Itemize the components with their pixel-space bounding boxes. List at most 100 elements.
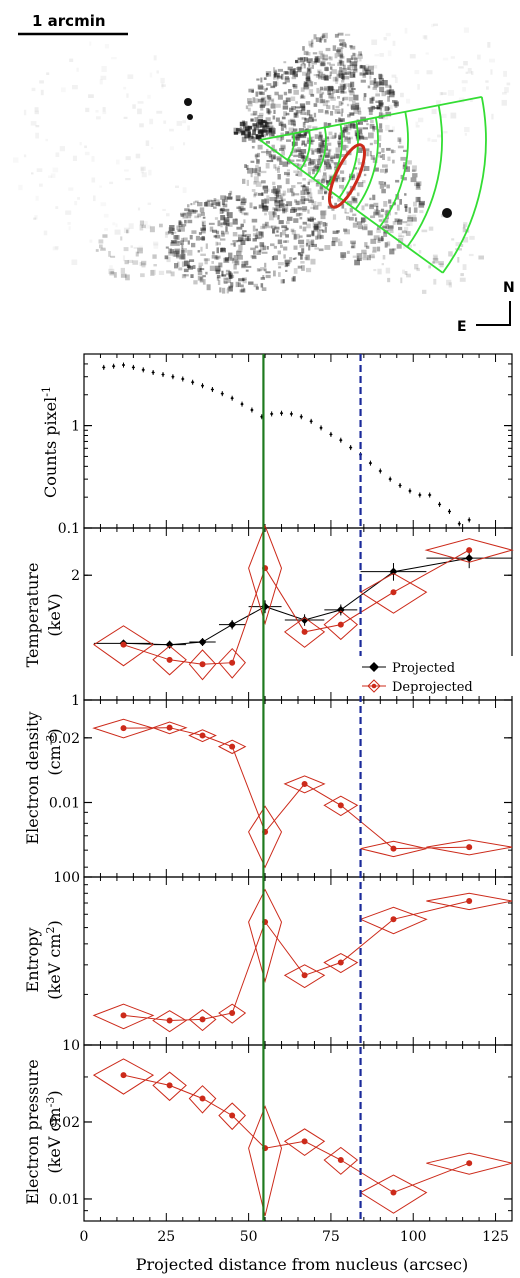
- emission-pixel: [341, 160, 347, 165]
- emission-pixel: [290, 119, 296, 126]
- emission-pixel: [359, 58, 362, 62]
- emission-pixel: [293, 154, 299, 158]
- emission-pixel: [378, 154, 383, 158]
- emission-pixel: [265, 117, 271, 121]
- emission-pixel: [349, 60, 352, 66]
- emission-pixel: [404, 193, 407, 196]
- emission-pixel: [381, 148, 385, 153]
- emission-pixel: [341, 177, 345, 182]
- error-diamond: [93, 625, 154, 667]
- emission-pixel: [137, 247, 143, 254]
- emission-pixel: [223, 257, 230, 263]
- emission-pixel: [292, 257, 296, 260]
- error-diamond: [283, 964, 326, 989]
- emission-pixel: [310, 258, 316, 265]
- emission-pixel: [67, 222, 71, 225]
- emission-pixel: [365, 64, 370, 68]
- emission-pixel: [255, 228, 258, 231]
- emission-pixel: [40, 89, 44, 96]
- emission-pixel: [265, 87, 268, 91]
- emission-pixel: [299, 216, 303, 220]
- emission-pixel: [223, 208, 230, 212]
- emission-pixel: [311, 160, 315, 166]
- error-diamond: [217, 739, 247, 755]
- emission-pixel: [360, 64, 363, 69]
- emission-pixel: [389, 86, 392, 89]
- emission-pixel: [255, 91, 259, 97]
- data-point: [329, 433, 333, 436]
- emission-pixel: [297, 133, 304, 136]
- emission-pixel: [173, 251, 180, 257]
- emission-pixel: [448, 282, 452, 288]
- emission-pixel: [320, 138, 327, 142]
- emission-pixel: [272, 181, 276, 186]
- emission-pixel: [385, 84, 391, 88]
- sector-edge: [259, 96, 482, 141]
- data-point: [466, 1160, 473, 1167]
- emission-pixel: [181, 248, 187, 253]
- emission-pixel: [329, 71, 332, 77]
- emission-pixel: [324, 191, 327, 195]
- emission-pixel: [346, 145, 349, 149]
- data-point: [199, 732, 206, 739]
- emission-pixel: [294, 257, 297, 260]
- emission-pixel: [378, 112, 383, 118]
- emission-pixel: [338, 39, 345, 42]
- data-point: [199, 661, 206, 668]
- emission-pixel: [88, 94, 94, 98]
- emission-pixel: [178, 255, 184, 259]
- emission-pixel: [308, 241, 314, 248]
- emission-pixel: [347, 65, 352, 71]
- emission-pixel: [310, 93, 315, 97]
- emission-pixel: [323, 39, 327, 43]
- emission-pixel: [292, 71, 298, 77]
- emission-pixel: [362, 74, 367, 78]
- emission-pixel: [110, 255, 116, 258]
- data-point: [229, 659, 236, 666]
- error-diamond: [152, 1010, 188, 1033]
- emission-pixel: [216, 275, 221, 279]
- emission-pixel: [396, 204, 400, 211]
- emission-pixel: [363, 166, 370, 171]
- emission-pixel: [255, 286, 259, 290]
- emission-pixel: [285, 262, 290, 267]
- emission-pixel: [489, 58, 495, 63]
- emission-pixel: [257, 119, 263, 126]
- emission-pixel: [296, 200, 300, 206]
- emission-pixel: [243, 212, 248, 215]
- emission-pixel: [410, 177, 417, 183]
- emission-pixel: [181, 253, 186, 260]
- emission-pixel: [89, 42, 91, 46]
- sector-arc: [354, 117, 379, 210]
- emission-pixel: [257, 144, 263, 150]
- emission-pixel: [169, 249, 175, 254]
- emission-pixel: [304, 118, 309, 123]
- emission-pixel: [247, 98, 252, 104]
- emission-pixel: [324, 110, 329, 113]
- emission-pixel: [386, 184, 390, 189]
- emission-pixel: [237, 255, 243, 260]
- emission-pixel: [397, 137, 402, 142]
- emission-pixel: [59, 146, 65, 152]
- emission-pixel: [293, 121, 296, 126]
- emission-pixel: [34, 215, 38, 220]
- emission-pixel: [84, 145, 87, 149]
- emission-pixel: [264, 100, 270, 106]
- emission-pixel: [501, 99, 507, 106]
- emission-pixel: [358, 51, 362, 56]
- emission-pixel: [321, 91, 325, 95]
- emission-pixel: [411, 217, 417, 222]
- emission-pixel: [282, 105, 289, 110]
- emission-pixel: [126, 93, 129, 98]
- emission-pixel: [382, 154, 385, 160]
- error-diamond: [248, 1105, 283, 1216]
- emission-pixel: [350, 103, 356, 109]
- emission-pixel: [240, 201, 246, 206]
- data-point: [165, 640, 174, 649]
- emission-pixel: [247, 131, 251, 138]
- error-diamond: [152, 1071, 187, 1102]
- emission-pixel: [176, 252, 179, 259]
- emission-pixel: [293, 208, 297, 213]
- sector-arc: [338, 121, 359, 199]
- emission-pixel: [344, 43, 347, 48]
